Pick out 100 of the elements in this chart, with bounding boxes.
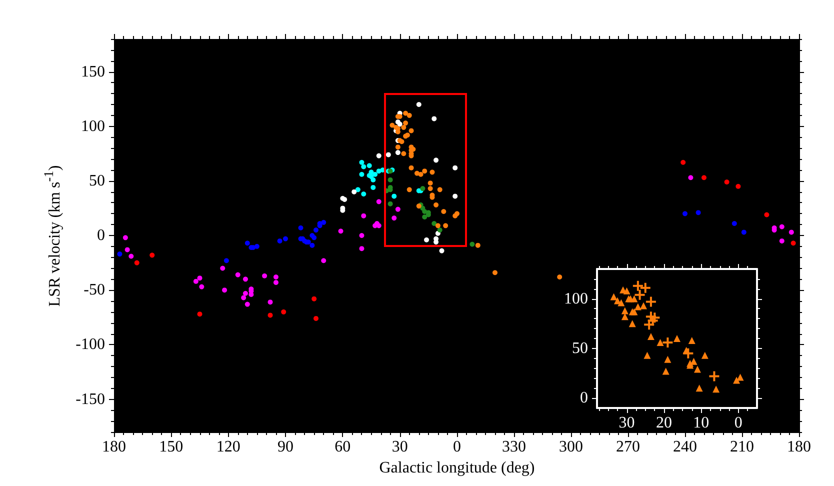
point bbox=[430, 170, 435, 175]
point bbox=[361, 164, 366, 170]
point bbox=[630, 295, 638, 302]
x-tick-label: 330 bbox=[502, 438, 526, 456]
point bbox=[424, 237, 430, 242]
point bbox=[366, 163, 372, 168]
x-tick-label: 0 bbox=[734, 414, 742, 432]
point bbox=[779, 224, 784, 230]
point bbox=[408, 165, 414, 170]
point bbox=[388, 201, 393, 206]
point bbox=[634, 303, 642, 310]
point bbox=[134, 260, 140, 266]
point bbox=[359, 172, 364, 177]
point bbox=[452, 194, 458, 199]
point bbox=[662, 368, 670, 375]
point bbox=[361, 192, 366, 197]
point bbox=[628, 320, 636, 328]
point bbox=[644, 352, 651, 359]
point bbox=[352, 189, 357, 194]
point bbox=[682, 211, 688, 216]
point bbox=[674, 335, 680, 342]
point bbox=[390, 122, 395, 128]
point bbox=[388, 177, 393, 182]
y-tick-label: -100 bbox=[76, 336, 105, 354]
y-tick-label: -150 bbox=[76, 390, 105, 408]
point bbox=[403, 110, 408, 116]
point bbox=[443, 223, 448, 228]
point bbox=[470, 242, 475, 247]
point bbox=[623, 287, 630, 294]
point bbox=[437, 187, 442, 192]
point bbox=[310, 242, 315, 248]
point bbox=[732, 220, 737, 226]
point bbox=[222, 288, 228, 293]
point bbox=[359, 160, 364, 165]
x-tick-label: 150 bbox=[159, 438, 184, 456]
point bbox=[621, 307, 628, 314]
point bbox=[268, 300, 273, 305]
point bbox=[117, 252, 122, 257]
point bbox=[662, 337, 673, 348]
x-tick-label: 60 bbox=[334, 438, 351, 456]
point bbox=[764, 212, 770, 218]
point bbox=[283, 236, 288, 242]
point bbox=[199, 284, 204, 290]
point bbox=[392, 194, 397, 199]
point bbox=[701, 352, 708, 359]
y-tick-label: 0 bbox=[97, 227, 105, 244]
point bbox=[441, 208, 446, 214]
point bbox=[197, 312, 202, 317]
point bbox=[281, 309, 286, 314]
point bbox=[437, 228, 442, 233]
point bbox=[557, 274, 562, 280]
point bbox=[428, 186, 433, 192]
point bbox=[422, 168, 428, 174]
point bbox=[736, 184, 741, 189]
x-tick-label: 210 bbox=[730, 438, 754, 456]
point bbox=[401, 124, 406, 130]
point bbox=[242, 290, 248, 296]
point bbox=[403, 120, 408, 126]
y-tick-label: 100 bbox=[564, 290, 588, 308]
y-tick-label: 150 bbox=[81, 63, 105, 80]
point bbox=[235, 272, 240, 278]
point bbox=[646, 296, 656, 307]
point bbox=[313, 316, 318, 321]
point bbox=[312, 235, 317, 240]
point bbox=[370, 177, 376, 182]
point bbox=[416, 102, 422, 107]
point bbox=[406, 112, 412, 118]
point bbox=[273, 280, 278, 285]
point bbox=[694, 366, 701, 373]
point bbox=[435, 223, 440, 228]
point bbox=[709, 371, 720, 382]
point bbox=[124, 247, 130, 252]
point bbox=[401, 151, 406, 156]
point bbox=[618, 299, 625, 306]
x-tick-label: 270 bbox=[616, 438, 640, 456]
point bbox=[696, 210, 701, 216]
point bbox=[244, 302, 250, 307]
point bbox=[434, 240, 439, 245]
point bbox=[395, 144, 400, 150]
point bbox=[634, 290, 645, 300]
point bbox=[370, 184, 376, 190]
point bbox=[220, 266, 226, 271]
point bbox=[376, 199, 382, 204]
point bbox=[408, 128, 414, 134]
y-tick-label: 50 bbox=[572, 340, 588, 357]
x-tick-label: 10 bbox=[693, 414, 710, 432]
point bbox=[688, 336, 696, 344]
point bbox=[640, 302, 648, 310]
point bbox=[244, 240, 250, 246]
point bbox=[273, 274, 278, 280]
point bbox=[640, 282, 650, 293]
x-tick-label: 20 bbox=[656, 414, 672, 432]
point bbox=[395, 206, 400, 212]
point bbox=[690, 358, 698, 365]
point bbox=[312, 296, 317, 302]
point bbox=[268, 312, 273, 318]
point bbox=[376, 153, 382, 158]
point bbox=[788, 230, 794, 235]
point bbox=[150, 252, 155, 258]
point bbox=[664, 356, 672, 363]
